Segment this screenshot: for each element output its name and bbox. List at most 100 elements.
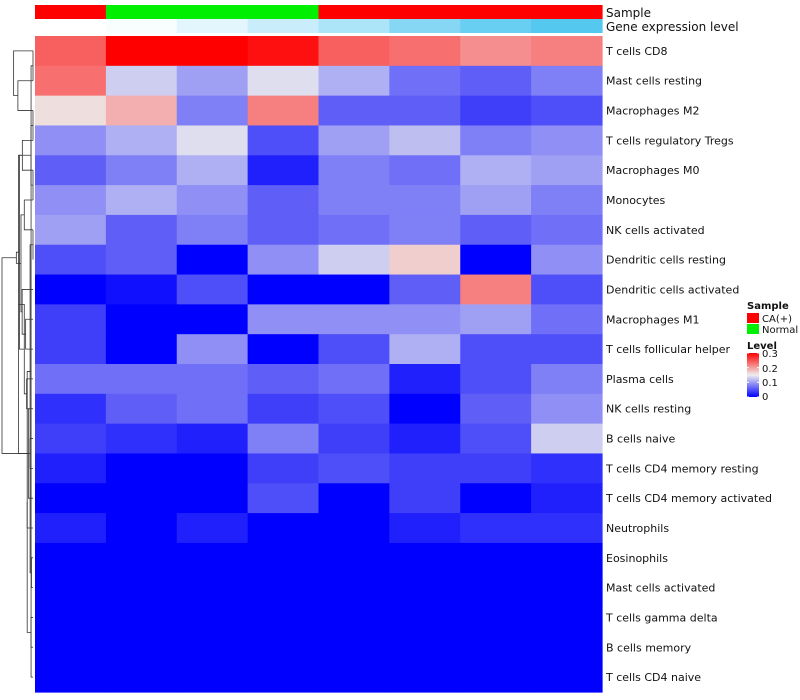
row-label: Dendritic cells activated — [606, 283, 739, 296]
legend-swatch-ca — [747, 313, 759, 323]
heatmap-cell — [531, 572, 603, 604]
heatmap-cell — [105, 95, 178, 127]
row-label: T cells gamma delta — [605, 611, 718, 624]
heatmap-cell — [389, 65, 461, 97]
heatmap-cell — [35, 453, 107, 484]
heatmap-cell — [531, 483, 603, 514]
heatmap-cell — [35, 602, 107, 633]
heatmap-cell — [176, 185, 249, 216]
dendrogram-branch — [1, 257, 29, 454]
dendrogram-branch — [26, 378, 33, 410]
sample-annotation-cell — [460, 5, 532, 19]
heatmap-cell — [105, 185, 178, 216]
heatmap-cell — [247, 572, 320, 604]
heatmap-cell — [389, 513, 461, 544]
row-label: Mast cells activated — [606, 582, 715, 595]
heatmap-cell — [35, 334, 107, 365]
row-label: B cells memory — [606, 641, 692, 654]
heatmap-cell — [176, 393, 249, 425]
heatmap-cell — [460, 155, 532, 186]
heatmap-cell — [247, 36, 320, 67]
heatmap-cell — [176, 423, 249, 455]
heatmap-cell — [176, 364, 249, 395]
heatmap-cell — [318, 155, 390, 186]
heatmap-cell — [247, 214, 320, 246]
row-label: Neutrophils — [606, 522, 669, 535]
heatmap-cell — [176, 662, 249, 693]
heatmap-cell — [176, 36, 249, 67]
heatmap-cell — [318, 244, 390, 276]
heatmap-cell — [35, 185, 107, 216]
heatmap-cell — [318, 453, 390, 484]
heatmap-cell — [176, 95, 249, 127]
heatmap-cell — [105, 65, 178, 97]
heatmap-cell — [318, 483, 390, 514]
heatmap-cell — [35, 364, 107, 395]
expression-annotation-cell — [531, 19, 603, 33]
expression-annotation-cell — [176, 19, 249, 33]
heatmap-cell — [105, 334, 178, 365]
heatmap-cell — [35, 244, 107, 276]
dendrogram-branch — [13, 50, 33, 97]
heatmap-cell — [105, 364, 178, 395]
heatmap-cell — [460, 274, 532, 305]
heatmap-cell — [531, 423, 603, 455]
row-label: Macrophages M0 — [606, 164, 699, 177]
heatmap-cell — [318, 364, 390, 395]
row-label: T cells CD4 memory activated — [605, 492, 772, 505]
heatmap-cell — [389, 274, 461, 305]
heatmap-cell — [35, 155, 107, 186]
heatmap-cell — [176, 602, 249, 633]
heatmap-cell — [460, 185, 532, 216]
heatmap-cell — [35, 36, 107, 67]
heatmap-cell — [389, 155, 461, 186]
legend-label-ca: CA(+) — [762, 314, 792, 325]
heatmap-cell — [105, 632, 178, 663]
heatmap-cell — [460, 334, 532, 365]
expression-annotation-cell — [105, 19, 178, 33]
heatmap-cell — [35, 125, 107, 156]
heatmap-cell — [35, 214, 107, 246]
heatmap-cell — [389, 542, 461, 574]
heatmap-cell — [531, 274, 603, 305]
heatmap-cell — [460, 125, 532, 156]
heatmap-cell — [460, 632, 532, 663]
heatmap-cell — [176, 334, 249, 365]
heatmap-cell — [460, 95, 532, 127]
heatmap-cell — [318, 214, 390, 246]
heatmap-cell — [35, 423, 107, 455]
heatmap-cell — [105, 36, 178, 67]
heatmap-cell — [460, 65, 532, 97]
heatmap-cell — [105, 453, 178, 484]
heatmap-cell — [247, 125, 320, 156]
level-tick-1: 0.2 — [762, 364, 778, 375]
heatmap-cell — [460, 453, 532, 484]
heatmap-cell — [531, 36, 603, 67]
dendrogram-branch — [20, 214, 25, 313]
heatmap-cell — [176, 125, 249, 156]
heatmap-cell — [531, 453, 603, 484]
row-label: NK cells resting — [606, 403, 691, 416]
heatmap-cell — [247, 334, 320, 365]
dendrogram-branch — [26, 501, 33, 529]
heatmap-cell — [389, 125, 461, 156]
row-label: T cells CD4 naive — [605, 671, 701, 684]
heatmap-cell — [389, 95, 461, 127]
heatmap-cell — [389, 483, 461, 514]
heatmap-cell — [176, 65, 249, 97]
heatmap-cell — [460, 214, 532, 246]
heatmap-cell — [318, 393, 390, 425]
heatmap-cell — [105, 274, 178, 305]
heatmap-cell — [318, 632, 390, 663]
heatmap-cell — [460, 244, 532, 276]
heatmap-cell — [247, 423, 320, 455]
heatmap-cell — [460, 304, 532, 335]
row-label: Eosinophils — [606, 552, 668, 565]
heatmap-cell — [176, 244, 249, 276]
heatmap-cell — [247, 274, 320, 305]
level-legend-title: Level — [747, 341, 777, 352]
heatmap-cell — [460, 423, 532, 455]
expression-annotation-cell — [318, 19, 390, 33]
heatmap-cell — [176, 214, 249, 246]
heatmap-cell — [531, 185, 603, 216]
